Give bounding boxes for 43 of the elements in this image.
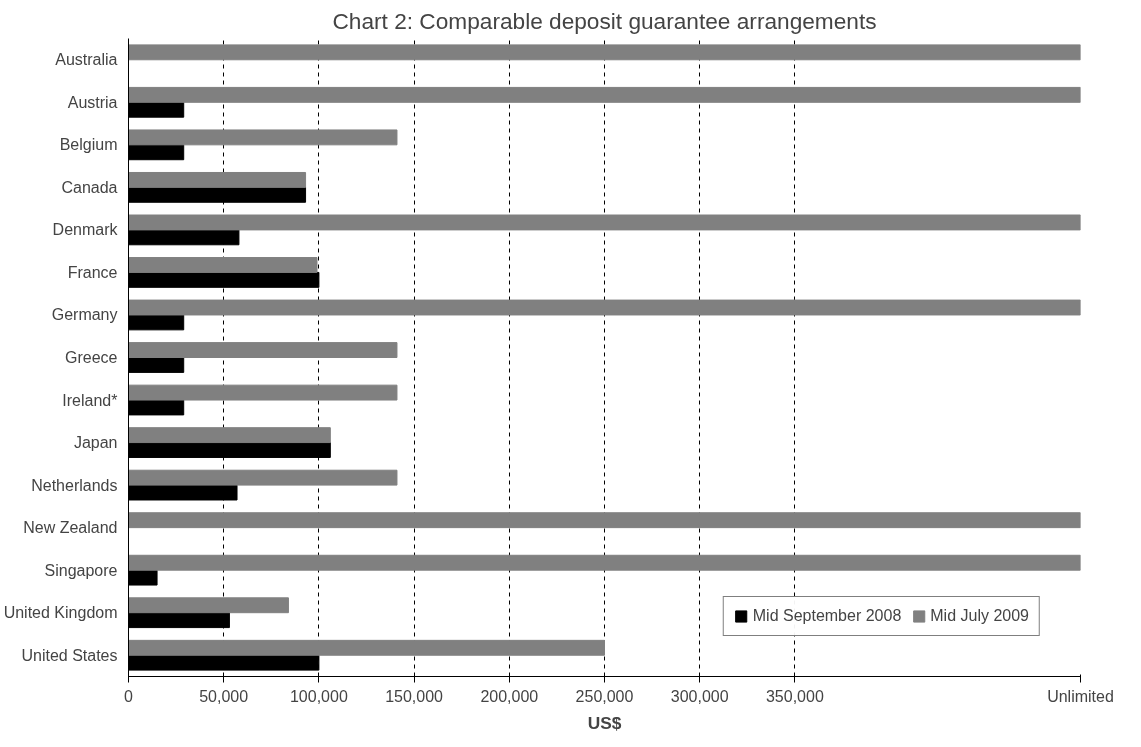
bar <box>128 214 1081 231</box>
x-tick-label: 300,000 <box>670 687 729 705</box>
bar <box>128 257 318 273</box>
legend-label: Mid September 2008 <box>752 607 902 625</box>
y-tick-label: United Kingdom <box>3 604 118 622</box>
legend-label: Mid July 2009 <box>930 607 1029 625</box>
bar <box>128 469 398 486</box>
y-tick-label: New Zealand <box>23 519 118 537</box>
y-tick-label: Greece <box>65 349 118 366</box>
bar <box>128 427 331 444</box>
bar <box>128 342 398 358</box>
bar <box>128 129 398 146</box>
y-tick-label: Australia <box>55 51 118 69</box>
y-tick-label: Singapore <box>44 561 118 579</box>
bar <box>128 86 1081 103</box>
y-tick-label: Austria <box>67 93 118 111</box>
bar <box>128 171 307 188</box>
bar <box>128 512 1081 529</box>
x-tick-label: 100,000 <box>289 687 348 705</box>
y-tick-label: Belgium <box>59 136 118 154</box>
y-tick-label: United States <box>21 646 118 664</box>
x-tick-label: 350,000 <box>765 687 824 705</box>
bar <box>128 597 289 614</box>
chart-title: Chart 2: Comparable deposit guarantee arrangements <box>332 7 877 34</box>
y-tick-label: Japan <box>73 434 118 452</box>
x-tick-label: 250,000 <box>575 687 634 705</box>
bar <box>128 299 1081 316</box>
x-tick-label: 50,000 <box>199 687 249 705</box>
y-tick-label: Denmark <box>52 221 119 239</box>
y-tick-label: Ireland* <box>62 391 118 409</box>
y-tick-label: Canada <box>61 178 118 196</box>
bar <box>128 44 1081 61</box>
y-tick-label: Germany <box>51 306 118 324</box>
y-tick-label: France <box>67 263 118 281</box>
x-tick-label: Unlimited <box>1047 687 1114 705</box>
x-tick-label: 150,000 <box>385 687 444 705</box>
bar <box>128 639 605 656</box>
bar <box>128 554 1081 571</box>
y-tick-label: Netherlands <box>31 476 118 494</box>
x-tick-label: 200,000 <box>480 687 539 705</box>
bar <box>128 384 398 401</box>
x-tick-label: 0 <box>124 687 134 705</box>
x-axis-title: US$ <box>587 712 622 733</box>
